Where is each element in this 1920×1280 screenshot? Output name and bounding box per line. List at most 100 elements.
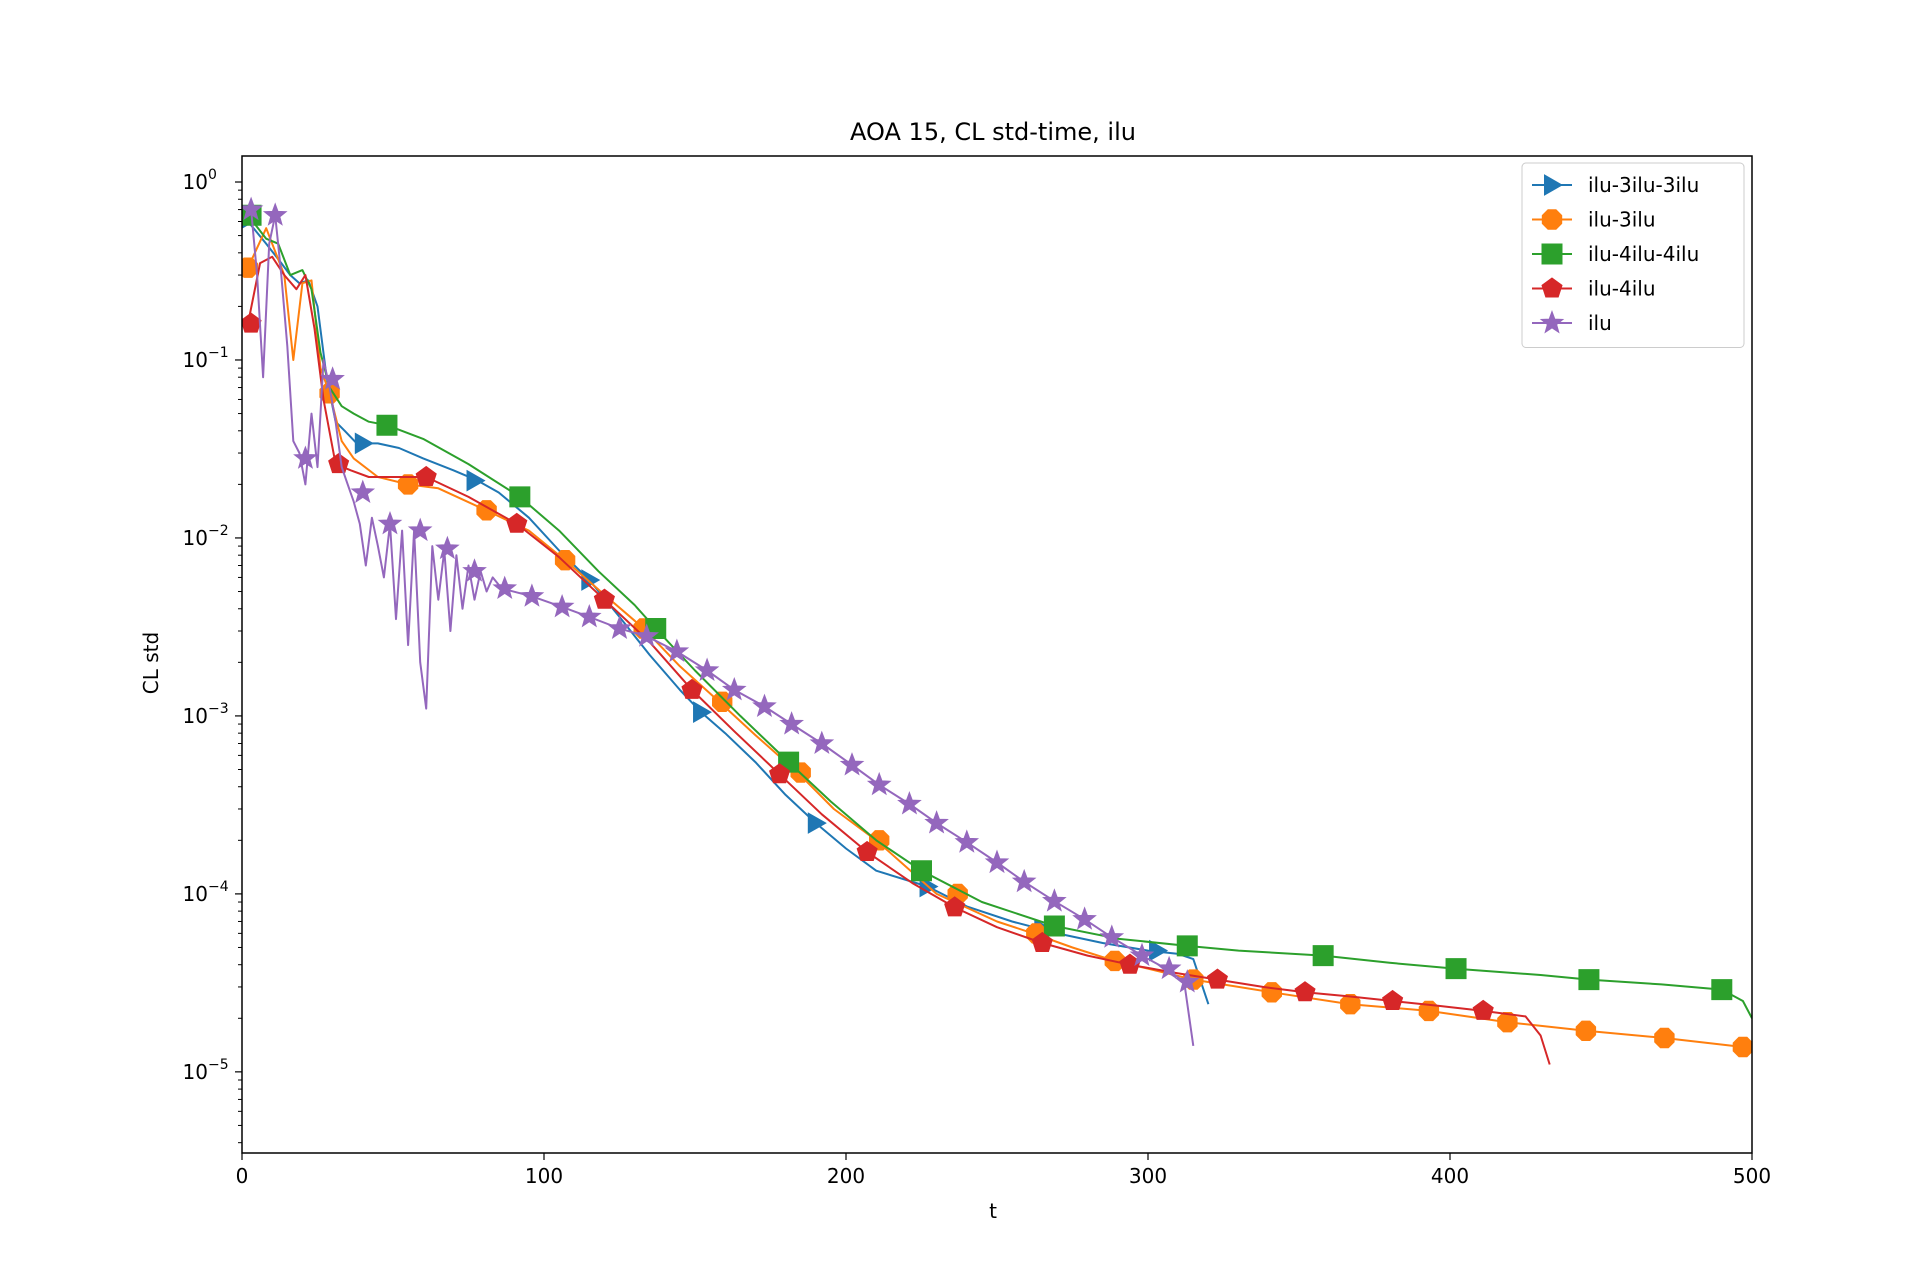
data-point-ilu	[664, 638, 690, 662]
data-point-ilu	[1156, 955, 1182, 980]
data-point-ilu-4ilu	[944, 896, 966, 917]
data-point-ilu	[350, 479, 376, 503]
x-tick-label: 200	[827, 1164, 865, 1188]
data-point-ilu	[577, 603, 602, 628]
y-tick-exponent: −2	[208, 523, 229, 539]
legend-label: ilu-4ilu-4ilu	[1588, 242, 1699, 266]
data-point-ilu-3ilu-3ilu	[1149, 939, 1169, 962]
data-point-ilu-4ilu	[1472, 999, 1494, 1020]
data-point-ilu-4ilu-4ilu	[1176, 935, 1198, 957]
data-point-ilu	[262, 202, 288, 226]
data-point-ilu-3ilu-3ilu	[466, 469, 486, 492]
y-tick-label: 10	[183, 526, 208, 550]
data-point-ilu	[954, 829, 980, 853]
data-point-ilu-4ilu-4ilu	[1711, 979, 1733, 1001]
data-point-ilu	[1072, 906, 1097, 930]
data-point-ilu	[1099, 924, 1125, 948]
y-tick-exponent: −3	[208, 701, 229, 717]
data-point-ilu-4ilu	[328, 452, 350, 474]
data-point-ilu-4ilu-4ilu	[1578, 969, 1600, 991]
x-axis-label: t	[989, 1199, 997, 1223]
y-tick-exponent: −4	[208, 879, 229, 895]
data-point-ilu-3ilu-3ilu	[581, 569, 601, 591]
data-point-ilu-4ilu-4ilu	[911, 860, 932, 882]
y-tick-label: 10	[183, 348, 208, 372]
data-point-ilu	[1174, 969, 1200, 993]
data-point-ilu	[1042, 888, 1067, 912]
data-point-ilu-3ilu	[1261, 982, 1282, 1003]
chart-title: AOA 15, CL std-time, ilu	[850, 118, 1136, 146]
data-point-ilu	[549, 593, 575, 618]
data-point-ilu	[519, 583, 545, 607]
series-group	[242, 196, 1752, 1065]
data-point-ilu	[607, 615, 632, 639]
data-point-ilu-3ilu	[1654, 1027, 1675, 1049]
series-ilu	[242, 196, 1200, 1047]
data-point-ilu	[694, 657, 720, 681]
data-point-ilu-3ilu	[1732, 1036, 1752, 1058]
data-point-ilu	[492, 575, 518, 599]
legend-marker	[1541, 243, 1563, 265]
data-point-ilu-3ilu	[1575, 1020, 1597, 1041]
legend-label: ilu	[1588, 311, 1612, 335]
legend-box	[1521, 162, 1745, 348]
data-point-ilu	[721, 676, 747, 701]
legend-label: ilu-3ilu-3ilu	[1588, 173, 1699, 197]
y-tick-exponent: −1	[208, 345, 229, 361]
x-tick-label: 500	[1733, 1164, 1771, 1188]
data-point-ilu	[866, 771, 892, 796]
data-point-ilu	[924, 810, 949, 834]
data-point-ilu-3ilu-3ilu	[807, 812, 827, 834]
data-point-ilu-3ilu	[554, 550, 576, 571]
data-point-ilu-4ilu	[856, 840, 878, 861]
data-point-ilu-4ilu-4ilu	[509, 486, 531, 508]
legend-marker	[1544, 174, 1564, 196]
data-point-ilu-4ilu	[681, 678, 703, 699]
data-point-ilu-4ilu	[506, 512, 528, 533]
data-point-ilu	[377, 510, 403, 535]
y-tick-exponent: −5	[208, 1057, 229, 1073]
data-point-ilu	[752, 693, 777, 717]
legend-entry-ilu: ilu	[1532, 310, 1612, 335]
data-point-ilu	[634, 623, 659, 647]
data-point-ilu-4ilu	[1206, 968, 1228, 989]
data-point-ilu-4ilu-4ilu	[376, 414, 398, 436]
legend-entry-ilu-4ilu-4ilu: ilu-4ilu-4ilu	[1532, 242, 1699, 266]
data-point-ilu-4ilu	[1294, 981, 1316, 1002]
data-point-ilu	[897, 791, 922, 815]
x-tick-label: 100	[525, 1164, 563, 1188]
y-tick-label: 10	[183, 1060, 208, 1084]
x-tick-label: 300	[1129, 1164, 1167, 1188]
data-point-ilu-3ilu-3ilu	[354, 432, 374, 455]
data-point-ilu	[242, 196, 264, 221]
x-tick-label: 400	[1431, 1164, 1469, 1188]
legend-marker	[1539, 310, 1565, 334]
data-point-ilu	[407, 517, 433, 542]
data-point-ilu-4ilu	[1031, 931, 1053, 952]
legend-marker	[1541, 277, 1563, 298]
data-point-ilu-4ilu	[593, 588, 615, 609]
data-point-ilu-4ilu	[1382, 989, 1404, 1010]
data-point-ilu-3ilu	[1497, 1012, 1518, 1033]
legend-marker	[1541, 209, 1563, 230]
y-tick-label: 10	[183, 704, 208, 728]
data-point-ilu	[462, 558, 487, 582]
data-point-ilu-3ilu	[397, 474, 419, 495]
data-point-ilu	[1129, 942, 1155, 967]
data-point-ilu	[320, 366, 345, 390]
legend-entry-ilu-3ilu-3ilu: ilu-3ilu-3ilu	[1532, 173, 1699, 197]
data-point-ilu-4ilu	[769, 763, 791, 784]
data-point-ilu-3ilu-3ilu	[693, 701, 713, 724]
y-tick-label: 10	[183, 882, 208, 906]
axes-frame	[241, 155, 1753, 1154]
legend-entry-ilu-3ilu: ilu-3ilu	[1532, 208, 1656, 232]
series-line-ilu-4ilu	[247, 255, 1551, 1065]
data-point-ilu	[435, 535, 460, 560]
data-point-ilu	[839, 752, 865, 776]
data-point-ilu	[779, 711, 804, 735]
legend: ilu-3ilu-3ilu ilu-3ilu ilu-4ilu-4ilu ilu-4i…	[1521, 162, 1745, 348]
y-axis-label: CL std	[139, 632, 163, 694]
plot-area	[242, 196, 1752, 1065]
